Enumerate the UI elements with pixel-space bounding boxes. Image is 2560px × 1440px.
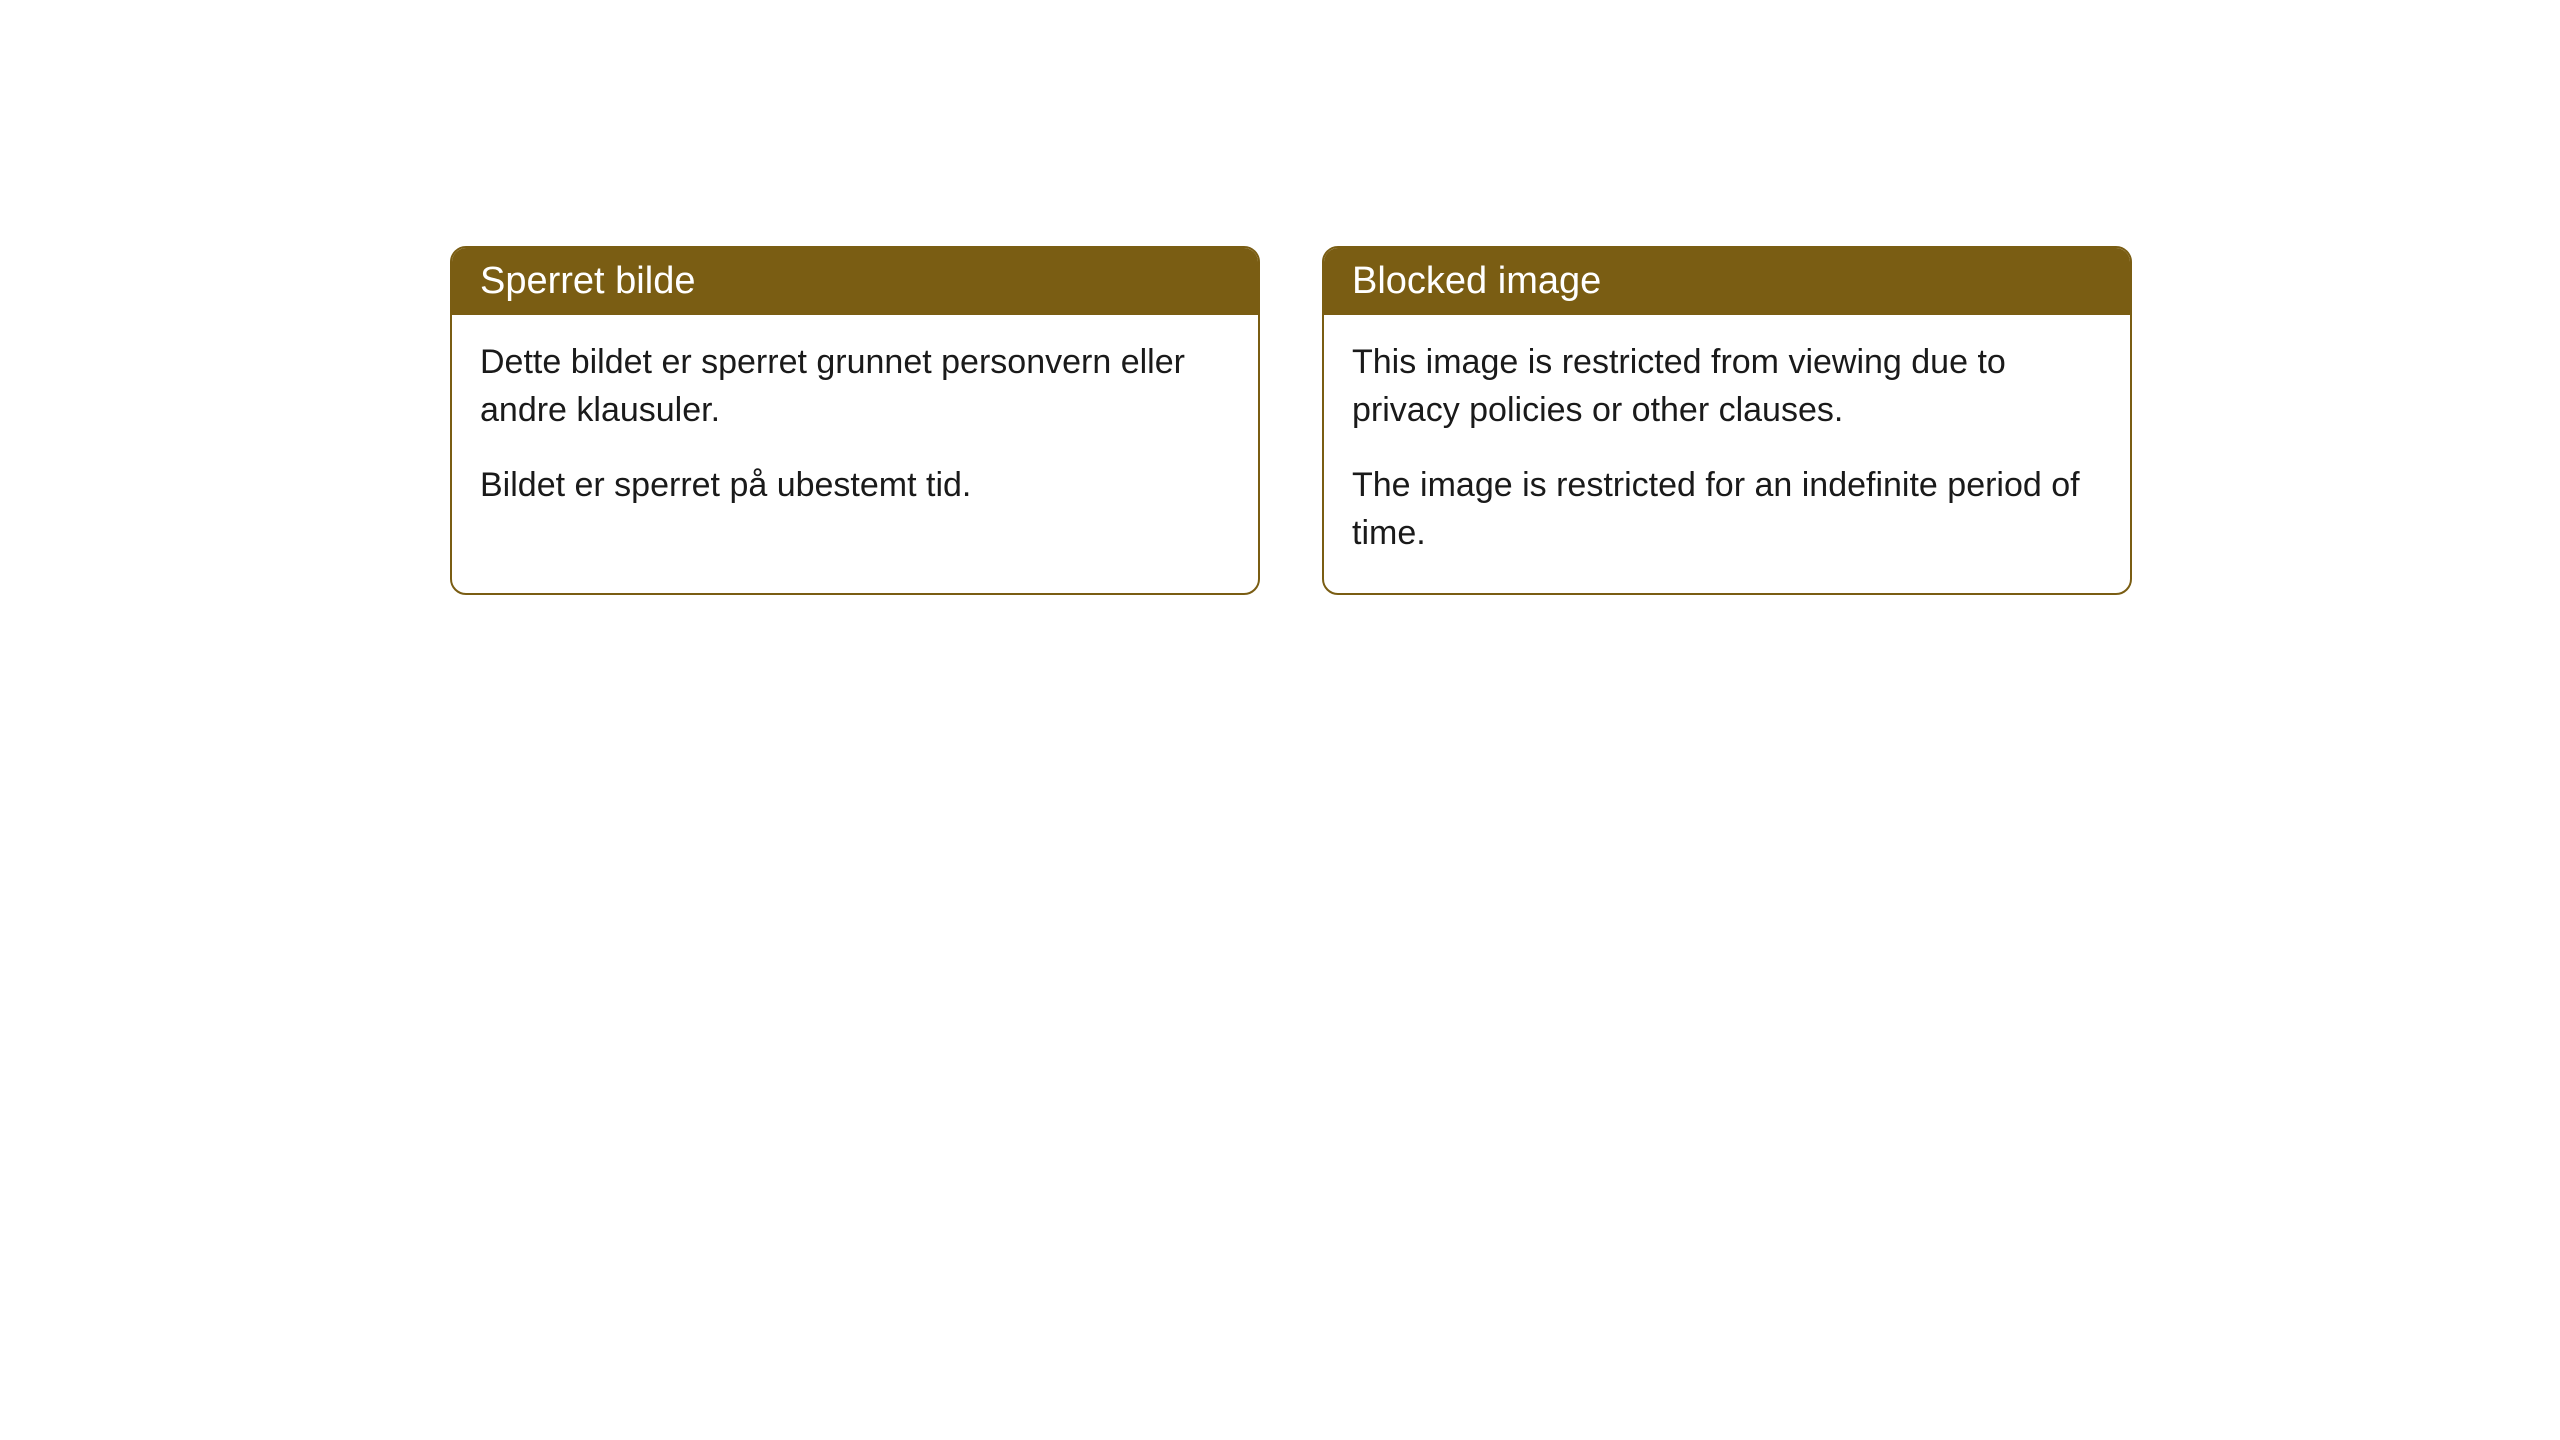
card-text-1-english: This image is restricted from viewing du… xyxy=(1352,339,2102,434)
card-title-norwegian: Sperret bilde xyxy=(480,260,695,302)
card-header-norwegian: Sperret bilde xyxy=(452,248,1258,315)
card-text-2-english: The image is restricted for an indefinit… xyxy=(1352,462,2102,557)
card-title-english: Blocked image xyxy=(1352,260,1601,302)
card-body-norwegian: Dette bildet er sperret grunnet personve… xyxy=(452,315,1258,546)
card-text-1-norwegian: Dette bildet er sperret grunnet personve… xyxy=(480,339,1230,434)
card-norwegian: Sperret bilde Dette bildet er sperret gr… xyxy=(450,246,1260,595)
card-body-english: This image is restricted from viewing du… xyxy=(1324,315,2130,593)
card-english: Blocked image This image is restricted f… xyxy=(1322,246,2132,595)
card-text-2-norwegian: Bildet er sperret på ubestemt tid. xyxy=(480,462,1230,510)
card-header-english: Blocked image xyxy=(1324,248,2130,315)
info-cards-container: Sperret bilde Dette bildet er sperret gr… xyxy=(450,246,2132,595)
